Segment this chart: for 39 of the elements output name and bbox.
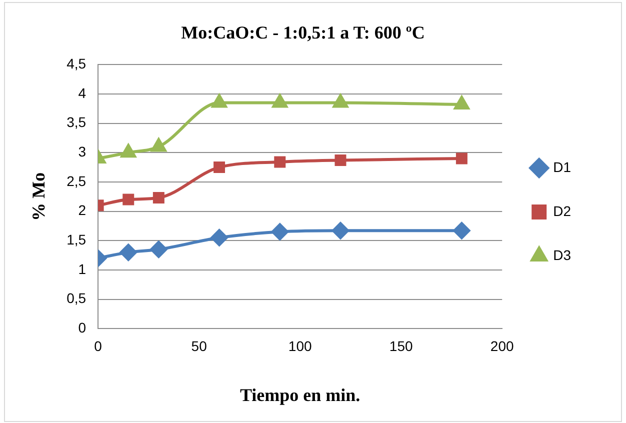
legend-label: D3: [553, 246, 572, 263]
y-tick-label: 0,5: [66, 290, 86, 306]
point: [214, 162, 226, 174]
y-tick-label: 3: [78, 143, 86, 160]
y-tick-label: 4,5: [66, 55, 86, 72]
x-axis-title: Tiempo en min.: [240, 384, 360, 405]
point: [122, 194, 134, 206]
y-tick-label: 3,5: [66, 114, 86, 130]
y-tick-label: 1,5: [66, 231, 86, 248]
point: [120, 244, 137, 261]
point: [453, 222, 470, 240]
legend-label: D1: [553, 158, 572, 175]
point: [454, 96, 470, 110]
chart-title: Mo:CaO:C - 1:0,5:1 a T: 600 ºC: [181, 22, 425, 42]
point: [210, 229, 228, 246]
y-tick-label: 0: [78, 319, 86, 336]
x-tick-label: 50: [191, 338, 208, 354]
point: [212, 94, 227, 108]
point: [150, 240, 168, 258]
y-tick-label: 4: [78, 84, 86, 101]
x-tick-label: 100: [288, 338, 312, 354]
point: [456, 152, 468, 164]
legend-label: D2: [553, 202, 572, 219]
point: [274, 156, 286, 168]
point: [332, 94, 348, 108]
point: [334, 154, 346, 166]
y-axis-title: % Mo: [28, 172, 48, 221]
point: [271, 223, 288, 240]
y-tick-label: 2,5: [66, 172, 86, 189]
x-tick-label: 150: [389, 338, 413, 354]
point: [332, 222, 349, 240]
x-tick-label: 200: [490, 338, 514, 354]
y-tick-label: 2: [78, 202, 86, 218]
point: [152, 192, 164, 204]
point: [120, 144, 136, 158]
point: [272, 94, 288, 108]
y-tick-label: 1: [78, 260, 86, 277]
point: [151, 138, 166, 152]
x-tick-label: 0: [94, 338, 102, 354]
